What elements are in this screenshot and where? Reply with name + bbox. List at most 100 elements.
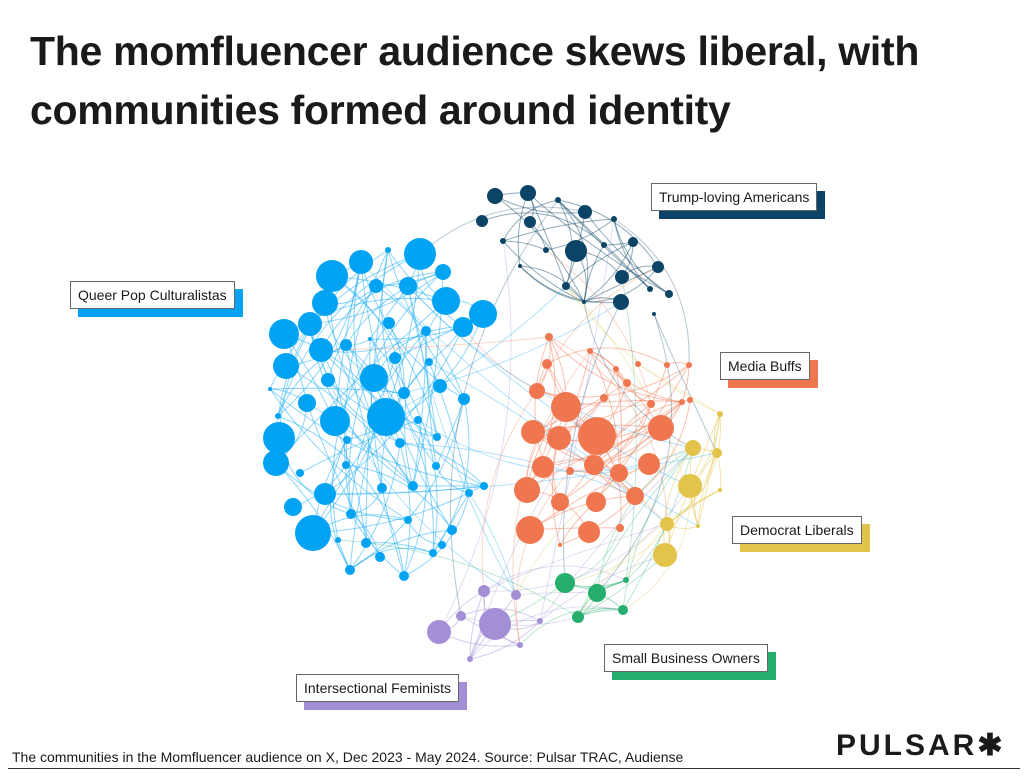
edge [275,462,409,521]
label-trump-loving-americans: Trump-loving Americans [651,183,826,219]
edge [653,313,718,454]
node-blue [263,422,295,454]
edge [593,401,683,466]
node-orange [648,415,674,441]
edge [697,452,718,527]
edge [331,275,438,438]
node-blue [298,394,316,412]
edge [557,199,659,268]
edge [519,265,622,304]
edge [468,492,517,596]
edge [320,349,348,466]
edge [634,399,691,497]
node-blue [458,393,470,405]
edge [387,249,464,328]
edge [277,253,421,417]
edge [428,361,470,494]
edge [329,439,351,571]
node-navy [582,300,586,304]
edge [596,313,673,594]
edge [388,322,405,394]
edge [502,199,559,242]
edge [432,398,470,554]
node-orange [586,492,606,512]
edge [385,285,567,418]
footer-source: The communities in the Momfluencer audie… [12,749,684,765]
node-orange [616,524,624,532]
edge [365,542,434,554]
edge [381,249,437,467]
node-blue [377,483,387,493]
edge [548,336,683,403]
node-blue [438,541,446,549]
node-purple [517,642,523,648]
edge [613,218,690,366]
node-orange [584,455,604,475]
node-navy [578,205,592,219]
node-navy [652,261,664,273]
edge [539,447,694,622]
edge [399,442,485,487]
node-orange [566,467,574,475]
edge [277,261,362,417]
node-blue [469,300,497,328]
node-orange [638,453,660,475]
node-blue [432,287,460,315]
node-blue [447,525,457,535]
node-navy [543,247,549,253]
edge [432,492,470,554]
node-orange [623,379,631,387]
edge [320,271,444,351]
edge [564,452,718,584]
edge [349,547,434,571]
node-yellow [685,440,701,456]
node-orange [679,399,685,405]
label-text: Small Business Owners [604,644,768,672]
edge [539,218,615,622]
edge [519,607,624,646]
edge [545,249,652,405]
node-blue [340,339,352,351]
edge [407,285,517,596]
edge [403,419,427,577]
node-blue [296,469,304,477]
node-purple [456,611,466,621]
node-yellow [678,474,702,498]
label-intersectional-feminists: Intersectional Feminists [296,674,468,710]
edge [502,218,615,242]
edge [615,368,652,405]
label-text: Democrat Liberals [732,516,862,544]
node-blue [421,326,431,336]
node-navy [518,264,522,268]
label-text: Intersectional Feminists [296,674,460,702]
edge [562,301,622,584]
node-blue [361,538,371,548]
edge [542,401,683,468]
edge [285,365,414,487]
edge [327,285,377,381]
edge [494,195,585,303]
edge [299,419,419,474]
edge [663,447,694,556]
edge [275,462,351,571]
node-orange [578,417,616,455]
edge [275,300,447,464]
edge [615,368,622,474]
node-navy [601,242,607,248]
node-navy [652,312,656,316]
node-yellow [653,543,677,567]
node-blue [346,509,356,519]
edge [536,364,690,398]
node-orange [547,426,571,450]
edge [583,266,659,303]
node-orange [578,521,600,543]
edge [320,349,438,438]
edge [595,364,690,503]
edge [666,361,690,366]
edge [622,447,694,611]
node-blue [312,290,338,316]
edge [469,620,541,660]
node-blue [369,279,383,293]
edge [399,442,636,497]
edge [346,313,484,441]
